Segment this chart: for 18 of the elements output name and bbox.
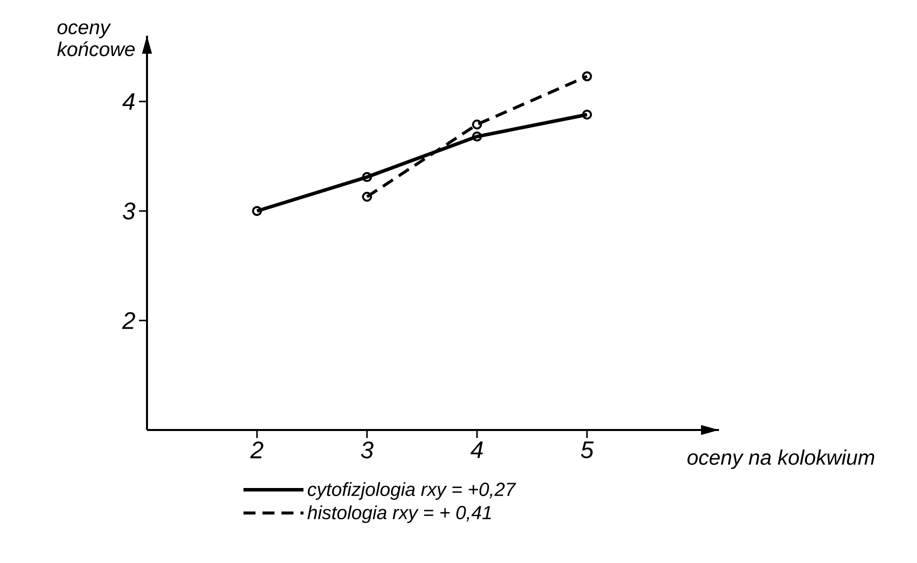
x-tick-label: 2 — [250, 442, 264, 458]
x-tick-label: 3 — [360, 442, 374, 458]
legend-label: histologia rxy = + 0,41 — [308, 505, 491, 524]
point — [472, 119, 482, 130]
point — [582, 71, 592, 82]
point — [362, 172, 372, 182]
legend-label: cytofizjologia rxy = +0,27 — [308, 482, 516, 500]
x-tick-label: 5 — [580, 442, 594, 458]
x-axis-title: oceny na kolokwium — [688, 450, 874, 470]
x-tick-label: 4 — [470, 442, 483, 458]
y-tick-label: 4 — [122, 93, 135, 110]
point — [472, 132, 482, 142]
point — [362, 192, 372, 202]
point — [582, 110, 592, 120]
y-tick-label: 3 — [122, 202, 136, 220]
y-tick-label: 2 — [122, 312, 136, 329]
point — [252, 206, 262, 216]
y-axis-title: oceny końcowe — [57, 23, 135, 56]
